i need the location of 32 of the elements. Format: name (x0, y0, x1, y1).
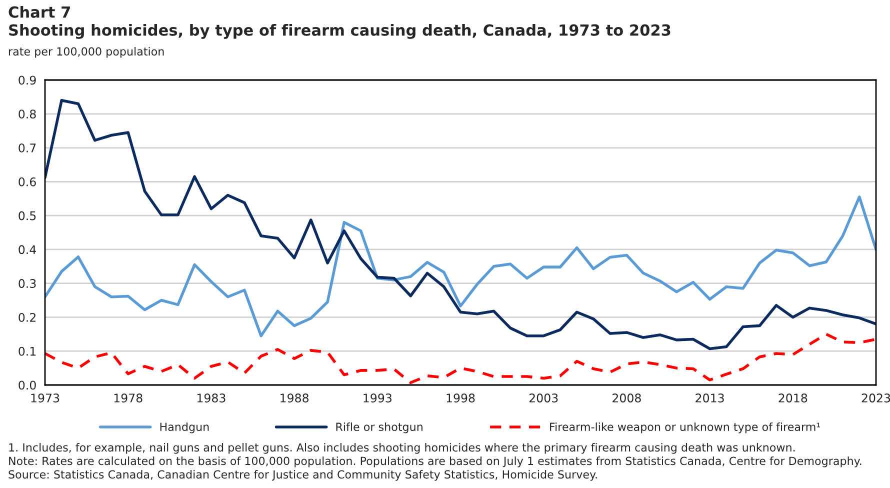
x-tick-label: 1978 (114, 394, 142, 402)
x-tick-label: 1993 (364, 394, 392, 402)
y-tick-label: 0.5 (18, 211, 36, 220)
y-tick-label: 0.6 (18, 177, 36, 186)
y-tick-label: 0.1 (18, 346, 36, 356)
x-tick-label: 2008 (612, 394, 641, 402)
legend-label: Handgun (160, 422, 209, 434)
y-tick-label: 0.9 (18, 76, 36, 85)
line-series (45, 98, 876, 350)
line-series (45, 196, 876, 338)
text: 1. Includes, for example, nail guns and pellet guns. Also includes shooting homicides where the primary firearm causing death was unknown. (9, 443, 795, 454)
x-tick-label: 1988 (280, 394, 309, 402)
x-tick-label: 2003 (529, 394, 558, 402)
x-tick-label: 1998 (446, 394, 475, 402)
y-tick-label: 0.3 (18, 279, 36, 288)
x-tick-label: 1983 (197, 394, 226, 402)
y-tick-label: 0.4 (18, 245, 36, 254)
chart-subtitle: Shooting homicides, by type of firearm causing death, Canada, 1973 to 2023 (9, 24, 670, 39)
x-tick-label: 2018 (778, 394, 808, 402)
y-tick-label: 0.0 (18, 380, 36, 390)
legend-label: Rifle or shotgun (336, 422, 422, 434)
y-tick-label: 0.2 (18, 312, 36, 322)
y-axis-title: rate per 100,000 population (9, 47, 164, 58)
x-tick-label: 2023 (862, 394, 890, 402)
legend-label: Firearm-like weapon or unknown type of firearm¹ (550, 422, 820, 434)
text: Note: Rates are calculated on the basis of 100,000 population. Populations are based on July 1 estimates from Statistics Canada, Centre for Demography. (9, 456, 862, 468)
x-tick-label: 2013 (696, 394, 724, 402)
chart-title: Chart 7 (8, 6, 70, 18)
y-tick-label: 0.7 (18, 144, 36, 152)
x-tick-label: 1973 (31, 394, 60, 402)
y-tick-label: 0.8 (18, 110, 36, 119)
source-note: Source: Statistics Canada, Canadian Centre for Justice and Community Safety Statistics, Homicide Survey. (8, 470, 597, 481)
